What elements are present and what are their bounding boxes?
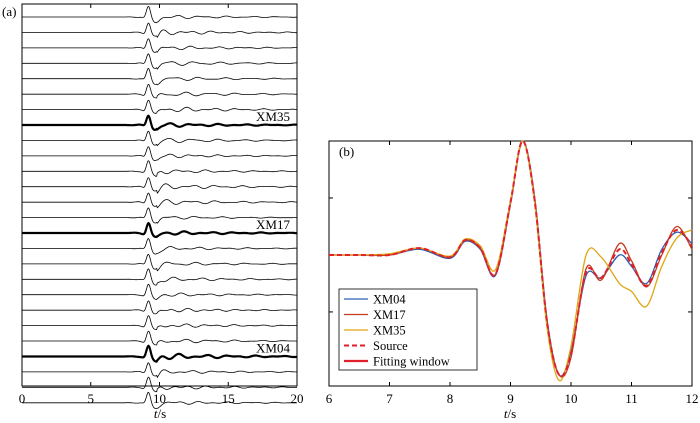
- seismogram-trace: [22, 283, 297, 300]
- panel-b-series: [328, 139, 693, 382]
- seismogram-trace: [22, 130, 297, 147]
- seismogram-trace: [22, 192, 298, 209]
- seismogram-trace: [22, 391, 297, 409]
- panel-a-xticks: 0 5 10 15 20: [19, 4, 304, 406]
- panel-a-traces: [22, 6, 298, 409]
- seismogram-trace: [22, 160, 297, 177]
- legend-label: XM17: [373, 308, 406, 322]
- seismogram-trace-highlighted: [22, 221, 298, 238]
- panel-a-xlabel-var: t: [154, 406, 158, 421]
- panel-b-xtick-label: 10: [565, 391, 578, 406]
- panel-b-xlabel-unit: /s: [507, 406, 516, 421]
- panel-b-xtick-label: 8: [447, 391, 454, 406]
- seismogram-trace: [22, 376, 297, 393]
- panel-b-xtick-label: 6: [326, 391, 333, 406]
- panel-b-xtick-label: 11: [625, 391, 638, 406]
- seismogram-trace: [22, 22, 297, 39]
- seismogram-trace-highlighted: [22, 114, 297, 132]
- panel-a-xtick-label: 20: [291, 391, 304, 406]
- panel-a-xlabel-unit: /s: [157, 406, 166, 421]
- seismogram-trace: [22, 207, 297, 224]
- seismogram-trace: [22, 362, 297, 379]
- seismogram-trace: [22, 268, 298, 286]
- seismogram-trace: [22, 146, 298, 161]
- seismogram-trace: [22, 38, 297, 53]
- panel-a-station-labels: XM35 XM17 XM04: [256, 109, 290, 355]
- panel-b-xlabel: t/s: [504, 406, 516, 421]
- seismogram-trace: [22, 68, 297, 86]
- panel-a: (a) XM35 XM17 XM04 0 5 10 15 20 t/s: [2, 3, 304, 421]
- panel-b-xtick-label: 12: [686, 391, 699, 406]
- seismogram-trace-highlighted: [22, 344, 298, 363]
- panel-b-xtick-label: 7: [386, 391, 393, 406]
- seismogram-trace: [22, 253, 297, 272]
- panel-b-xticks: 6 7 8 9 10 11 12: [326, 141, 699, 406]
- station-label: XM35: [256, 109, 290, 124]
- panel-a-label: (a): [2, 4, 16, 19]
- panel-a-xtick-label: 10: [153, 391, 166, 406]
- seismogram-trace: [22, 83, 298, 99]
- station-label: XM04: [256, 340, 290, 355]
- legend-label: XM35: [373, 324, 406, 338]
- seismogram-trace: [22, 53, 297, 70]
- panel-a-xlabel: t/s: [154, 406, 166, 421]
- panel-b-xlabel-var: t: [504, 406, 508, 421]
- panel-a-xtick-label: 15: [222, 391, 235, 406]
- panel-a-xtick-label: 5: [88, 391, 95, 406]
- panel-a-frame: [21, 3, 298, 387]
- seismogram-trace: [22, 330, 297, 346]
- seismogram-trace: [22, 177, 298, 194]
- legend-label: Source: [373, 339, 408, 353]
- seismogram-trace: [22, 6, 298, 24]
- station-label: XM17: [256, 217, 290, 232]
- panel-b-xtick-label: 9: [507, 391, 514, 406]
- seismogram-trace: [22, 238, 298, 255]
- seismogram-trace: [22, 315, 297, 331]
- legend-label: Fitting window: [373, 355, 450, 369]
- panel-a-xtick-label: 0: [19, 391, 26, 406]
- panel-b-label: (b): [339, 144, 354, 159]
- seismogram-trace: [22, 99, 298, 114]
- legend-label: XM04: [373, 293, 406, 307]
- seismogram-trace: [22, 300, 297, 315]
- series-line-source: [329, 139, 693, 378]
